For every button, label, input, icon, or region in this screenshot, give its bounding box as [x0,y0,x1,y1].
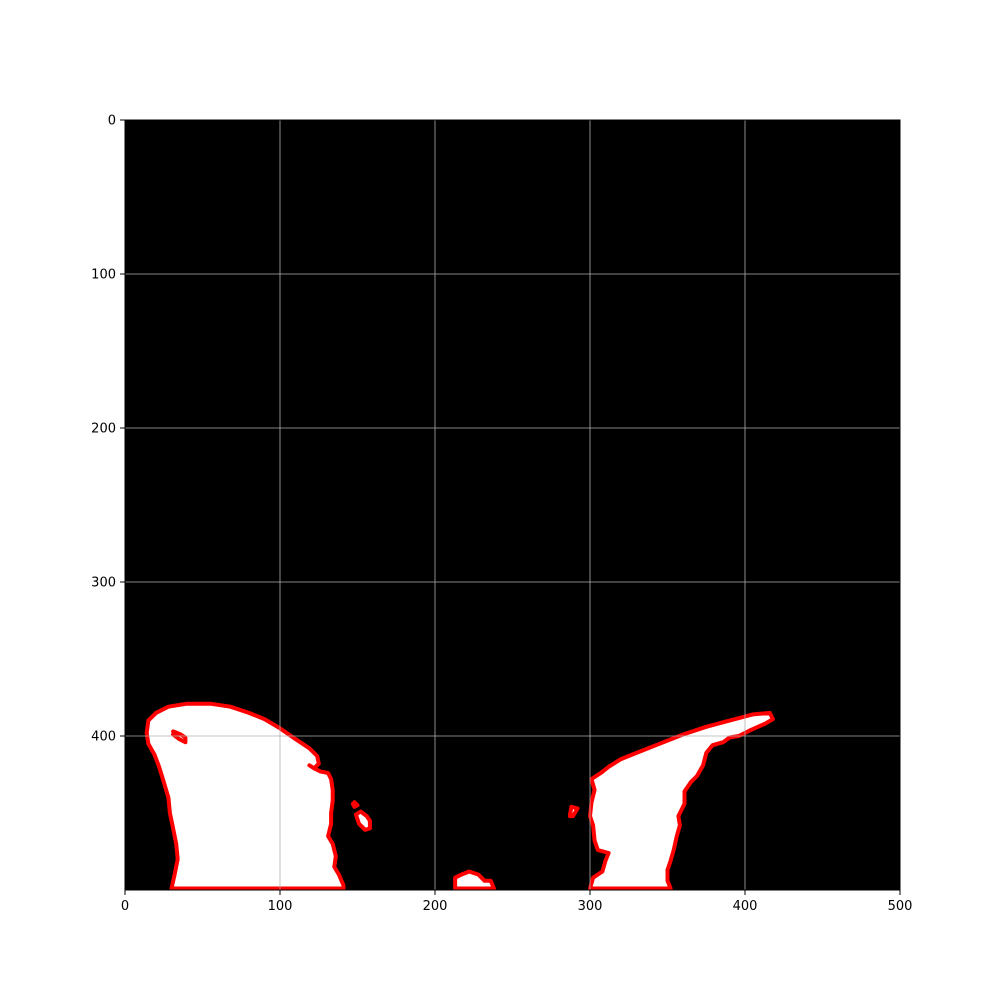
y-tick-label: 300 [91,576,116,591]
x-tick-label: 200 [423,899,448,914]
axes-frame [124,119,901,891]
y-tick-label: 200 [91,422,116,437]
x-tick-label: 0 [121,899,129,914]
x-tick-label: 100 [268,899,293,914]
axes-border [124,119,901,891]
bottom-center-blob [453,869,496,890]
axis-ticks: 0 100 200 300 400 500 0 100 200 300 400 [91,114,912,915]
mask-regions [144,701,775,890]
y-tick-label: 0 [108,114,116,129]
speck-under-left-blob [307,763,317,771]
dot-near-small-blob [350,800,360,809]
hole-left [171,729,188,745]
x-tick-label: 400 [733,899,758,914]
small-blob-right [567,804,580,819]
x-tick-label: 500 [888,899,913,914]
y-tick-label: 400 [91,730,116,745]
right-blob [588,710,775,890]
plot-area [125,120,900,890]
y-tick-label: 100 [91,268,116,283]
x-tick-label: 300 [578,899,603,914]
small-blob-left [353,809,372,832]
